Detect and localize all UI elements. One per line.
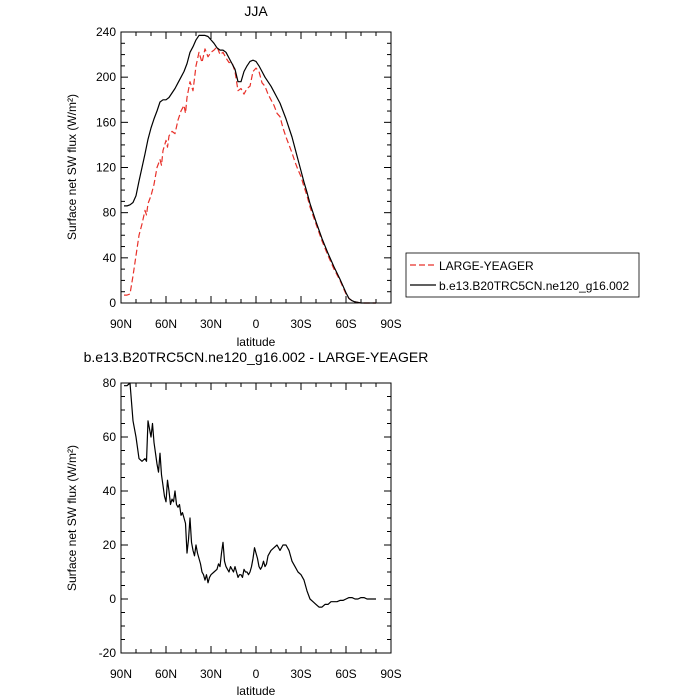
bottom-chart-xlabel: latitude	[237, 684, 276, 698]
bottom-chart-lines	[124, 382, 376, 608]
top-chart-ylabel: Surface net SW flux (W/m²)	[65, 94, 79, 240]
top-chart-line-large-yeager	[124, 46, 376, 304]
top-chart-xtick-label: 0	[253, 317, 260, 331]
top-chart-xlabel: latitude	[237, 335, 276, 349]
top-chart-y-ticks: 0 40 80 120 160 200 240	[96, 25, 391, 310]
bottom-chart-ytick-label: 20	[103, 538, 117, 552]
top-chart-x-ticks: 90N 60N 30N 0 30S 60S 90S	[110, 32, 402, 331]
top-chart-xtick-label: 30S	[290, 317, 311, 331]
bottom-chart-xtick-label: 30N	[200, 667, 222, 681]
bottom-chart-xtick-label: 30S	[290, 667, 311, 681]
bottom-chart-xtick-label: 60N	[155, 667, 177, 681]
top-chart-ytick-label: 200	[96, 70, 116, 84]
top-chart-ytick-label: 120	[96, 161, 116, 175]
top-chart-xtick-label: 90N	[110, 317, 132, 331]
legend-box	[405, 252, 640, 298]
top-chart-xtick-label: 30N	[200, 317, 222, 331]
top-chart-xtick-label: 60S	[335, 317, 356, 331]
legend-label-model: b.e13.B20TRC5CN.ne120_g16.002	[439, 279, 629, 293]
top-chart-lines	[124, 34, 376, 304]
bottom-chart-title: b.e13.B20TRC5CN.ne120_g16.002 - LARGE-YE…	[84, 349, 429, 365]
bottom-chart-ylabel: Surface net SW flux (W/m²)	[65, 445, 79, 591]
bottom-chart-xtick-label: 90N	[110, 667, 132, 681]
bottom-chart-x-ticks: 90N 60N 30N 0 30S 60S 90S	[110, 383, 402, 681]
top-chart-ytick-label: 240	[96, 25, 116, 39]
top-chart-xtick-label: 60N	[155, 317, 177, 331]
top-chart-ytick-label: 80	[103, 206, 117, 220]
top-chart-plot-frame	[120, 31, 392, 304]
top-chart-title: JJA	[244, 3, 268, 19]
bottom-chart-plot-frame	[120, 382, 392, 654]
bottom-chart-xtick-label: 0	[253, 667, 260, 681]
top-chart-ytick-label: 160	[96, 115, 116, 129]
top-chart-ytick-label: 0	[109, 296, 116, 310]
bottom-chart: b.e13.B20TRC5CN.ne120_g16.002 - LARGE-YE…	[65, 349, 428, 698]
bottom-chart-ytick-label: 40	[103, 484, 117, 498]
bottom-chart-y-ticks: -20 0 20 40 60 80	[99, 376, 391, 660]
bottom-chart-xtick-label: 60S	[335, 667, 356, 681]
bottom-chart-ytick-label: -20	[99, 646, 117, 660]
legend-label-large-yeager: LARGE-YEAGER	[439, 259, 534, 273]
bottom-chart-ytick-label: 80	[103, 376, 117, 390]
bottom-chart-line-difference	[124, 382, 376, 608]
top-chart-line-b-e13-b20trc5cn-ne120-g16-002	[124, 34, 376, 304]
bottom-chart-ytick-label: 0	[109, 592, 116, 606]
bottom-chart-xtick-label: 90S	[380, 667, 401, 681]
bottom-chart-ytick-label: 60	[103, 430, 117, 444]
top-chart-legend: LARGE-YEAGER b.e13.B20TRC5CN.ne120_g16.0…	[405, 252, 640, 298]
top-chart-xtick-label: 90S	[380, 317, 401, 331]
top-chart-ytick-label: 40	[103, 251, 117, 265]
